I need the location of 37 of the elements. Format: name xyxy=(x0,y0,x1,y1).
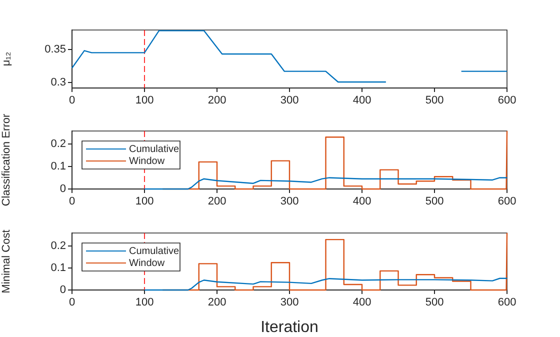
x-tick-label: 0 xyxy=(68,94,76,107)
x-tick-label: 300 xyxy=(280,94,299,107)
x-tick-label: 100 xyxy=(135,296,154,309)
x-tick-label: 0 xyxy=(68,296,76,309)
x-tick-label: 500 xyxy=(425,94,444,107)
x-tick-label: 600 xyxy=(498,296,516,309)
x-tick-label: 200 xyxy=(208,196,226,208)
x-tick-label: 0 xyxy=(68,196,76,208)
x-tick-label: 400 xyxy=(352,94,372,107)
x-tick-label: 400 xyxy=(352,196,372,208)
y-tick-label: 0.1 xyxy=(50,160,66,172)
y-tick-label: 0.3 xyxy=(50,76,66,89)
y-tick-label: 0.35 xyxy=(44,43,66,56)
legend-label: Cumulative xyxy=(129,246,180,257)
x-axis-title: Iteration xyxy=(260,318,318,336)
legend-label: Window xyxy=(129,156,166,167)
x-tick-label: 100 xyxy=(135,94,154,107)
x-tick-label: 400 xyxy=(352,296,372,309)
x-tick-label: 300 xyxy=(280,196,299,208)
x-tick-label: 600 xyxy=(498,94,516,107)
x-tick-label: 500 xyxy=(425,296,444,309)
x-tick-label: 300 xyxy=(280,296,299,309)
y-tick-label: 0.2 xyxy=(50,138,66,150)
y-axis-title: μ₁₂ xyxy=(0,52,13,66)
x-tick-label: 600 xyxy=(498,196,516,208)
x-tick-label: 100 xyxy=(135,196,154,208)
y-tick-label: 0 xyxy=(60,284,66,296)
x-tick-label: 500 xyxy=(425,196,444,208)
y-tick-label: 0.2 xyxy=(50,240,66,252)
y-axis-title: Classification Error xyxy=(0,114,13,206)
x-tick-label: 200 xyxy=(208,296,226,309)
y-axis-title: Minimal Cost xyxy=(0,230,13,294)
y-tick-label: 0 xyxy=(60,183,66,196)
legend-label: Window xyxy=(129,258,166,269)
legend-label: Cumulative xyxy=(129,144,180,155)
x-tick-label: 200 xyxy=(208,94,226,107)
y-tick-label: 0.1 xyxy=(50,262,66,274)
